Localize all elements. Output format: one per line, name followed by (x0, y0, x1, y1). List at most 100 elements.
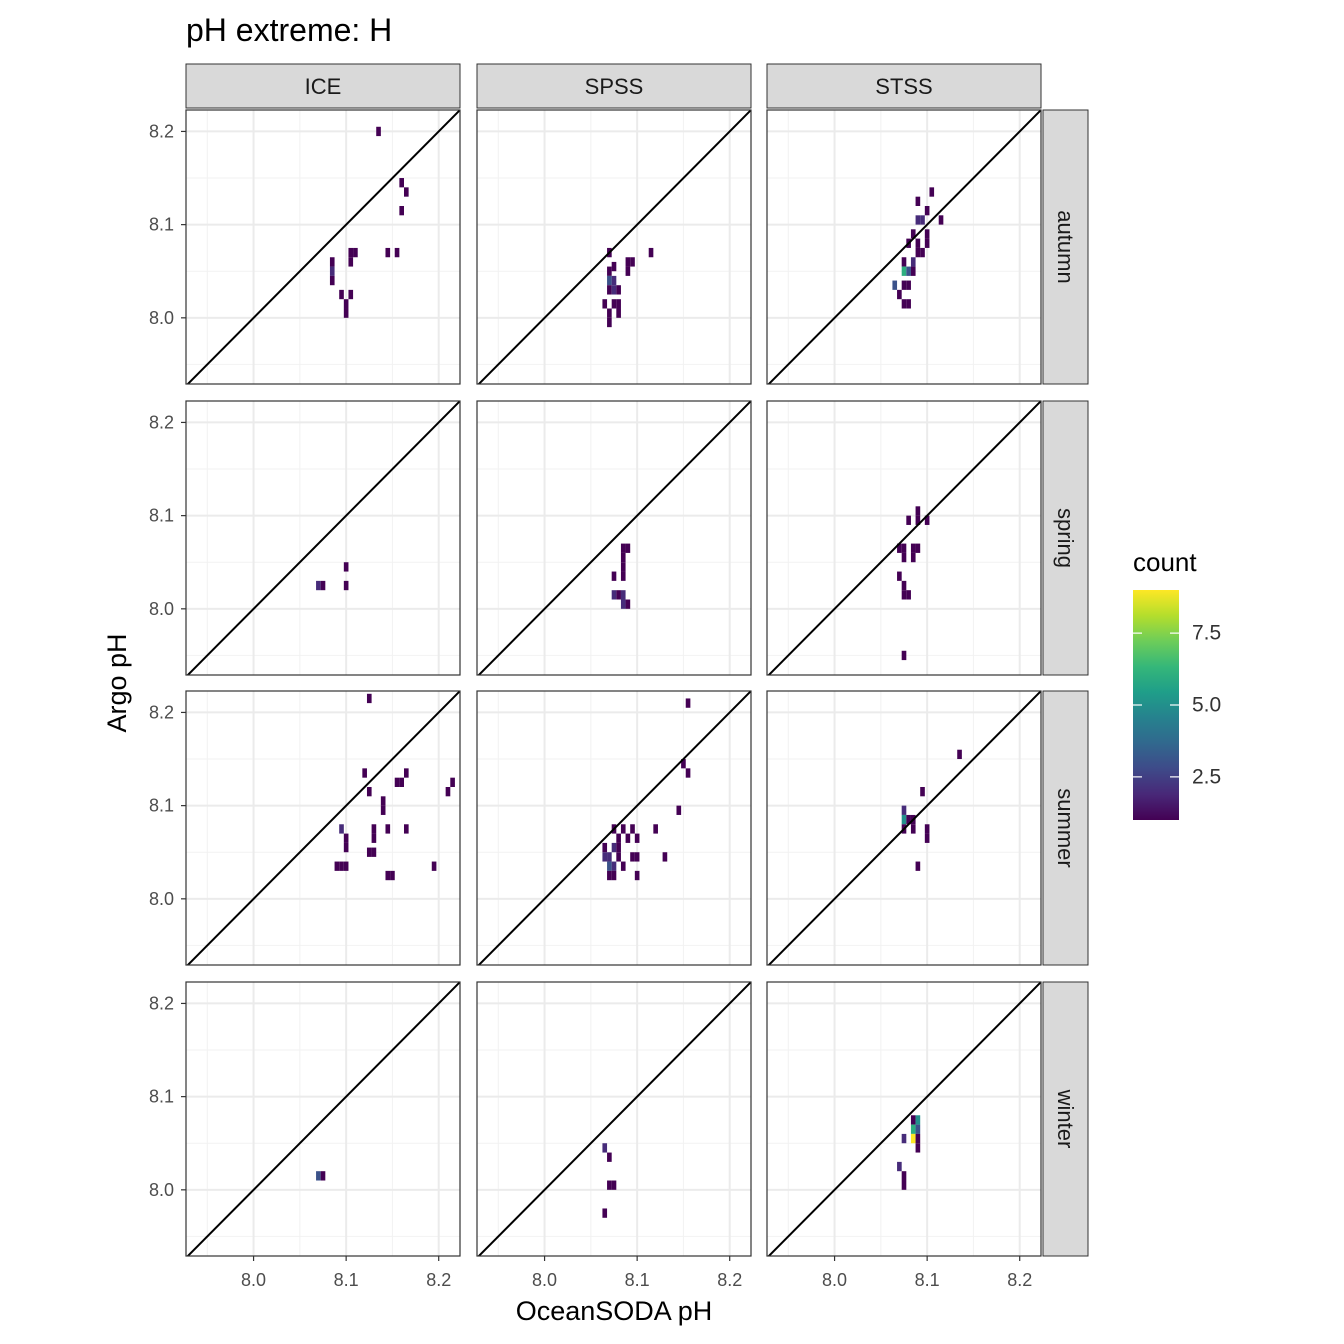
heatmap-cell (339, 824, 344, 834)
heatmap-cell (616, 285, 621, 295)
column-strip-bg (476, 63, 752, 109)
heatmap-cell (901, 580, 907, 591)
y-tick-label: 8.2 (149, 702, 174, 722)
heatmap-cell (938, 215, 944, 225)
heatmap-cell (607, 1152, 612, 1162)
x-tick-label: 8.0 (532, 1270, 557, 1290)
panel-border (185, 400, 461, 676)
panel-stss-summer (766, 690, 1042, 966)
y-tick-label: 8.2 (149, 412, 174, 432)
panel-border (185, 690, 461, 966)
heatmap-cell (611, 261, 617, 272)
heatmap-cell (625, 543, 631, 553)
heatmap-cell (892, 280, 898, 290)
panel-spss-winter: 8.0 8.1 8.2 (476, 981, 752, 1290)
heatmap-cell (620, 590, 626, 600)
panel-border (476, 400, 752, 676)
heatmap-cell (897, 1161, 902, 1172)
heatmap-cell (329, 266, 335, 276)
heatmap-cell (611, 842, 617, 853)
chart-title: pH extreme: H (186, 12, 392, 48)
panel-plot-area (477, 401, 751, 675)
panel-ice-spring: 8.0 8.1 8.2 (149, 400, 461, 676)
heatmap-cell (897, 289, 902, 300)
heatmap-cell (620, 571, 626, 581)
heatmap-cell (901, 280, 907, 290)
heatmap-cell (385, 824, 391, 834)
heatmap-cell (403, 187, 409, 197)
heatmap-cell (901, 1133, 907, 1144)
legend: count 2.5 5.0 7.5 (1133, 547, 1221, 820)
heatmap-cell (901, 299, 907, 309)
heatmap-cell (915, 215, 921, 225)
heatmap-cell (901, 805, 907, 815)
y-tick-label: 8.1 (149, 215, 174, 235)
heatmap-cell (915, 515, 921, 525)
identity-line (477, 401, 751, 675)
heatmap-cell (343, 861, 349, 871)
identity-line (186, 110, 460, 384)
heatmap-cell (450, 777, 455, 787)
x-tick-label: 8.1 (625, 1270, 650, 1290)
panel-ice-winter: 8.0 8.1 8.2 8.0 8.1 8.2 (149, 981, 461, 1290)
heatmap-cell (906, 280, 911, 290)
legend-tick-label: 2.5 (1192, 765, 1221, 788)
heatmap-cell (607, 870, 612, 881)
heatmap-cell (910, 1124, 916, 1134)
row-strip-autumn: autumn (1042, 109, 1089, 385)
legend-title: count (1133, 547, 1197, 577)
identity-line (767, 982, 1041, 1256)
heatmap-cell (611, 861, 617, 871)
heatmap-cell (910, 257, 916, 267)
heatmap-cell (343, 299, 349, 309)
heatmap-cell (915, 861, 921, 871)
heatmap-cell (625, 599, 631, 609)
column-strip-ice: ICE (185, 63, 461, 109)
column-strip-label: STSS (875, 74, 932, 99)
heatmap-cell (630, 257, 635, 267)
row-strip-bg (1042, 690, 1089, 966)
heatmap-cell (901, 814, 907, 825)
heatmap-cell (662, 852, 668, 862)
heatmap-cell (920, 215, 925, 225)
panel-border (766, 981, 1042, 1257)
y-tick-label: 8.0 (149, 308, 174, 328)
column-strip-label: SPSS (585, 74, 644, 99)
heatmap-cell (385, 870, 391, 881)
panel-plot-area (186, 110, 460, 384)
heatmap-cell (611, 285, 617, 295)
panel-plot-area (767, 691, 1041, 965)
identity-line (186, 982, 460, 1256)
heatmap-cell (607, 308, 612, 318)
heatmap-cell (394, 247, 400, 258)
heatmap-cell (616, 852, 621, 862)
heatmap-cell (399, 777, 404, 787)
heatmap-cell (685, 768, 691, 778)
heatmap-cell (602, 1208, 608, 1218)
row-strip-summer: summer (1042, 690, 1089, 966)
panel-spss-autumn (476, 109, 752, 385)
heatmap-cell (602, 1143, 608, 1153)
heatmap-cell (403, 824, 409, 834)
heatmap-cell (611, 1180, 617, 1190)
identity-line (186, 691, 460, 965)
heatmap-cell (630, 824, 635, 834)
heatmap-cell (366, 786, 372, 797)
heatmap-cell (901, 552, 907, 563)
heatmap-cell (910, 1133, 916, 1144)
y-tick-label: 8.2 (149, 993, 174, 1013)
heatmap-cell (901, 1171, 907, 1181)
heatmap-cell (343, 580, 349, 591)
heatmap-cell (915, 238, 921, 248)
row-strip-bg (1042, 981, 1089, 1257)
heatmap-cell (653, 824, 658, 834)
heatmap-cell (901, 1180, 907, 1190)
x-axis-label: OceanSODA pH (516, 1296, 713, 1326)
heatmap-cell (620, 824, 626, 834)
heatmap-cell (906, 266, 911, 276)
heatmap-cell (685, 698, 691, 708)
heatmap-cell (648, 247, 654, 258)
heatmap-cell (910, 229, 916, 239)
y-tick-label: 8.1 (149, 506, 174, 526)
